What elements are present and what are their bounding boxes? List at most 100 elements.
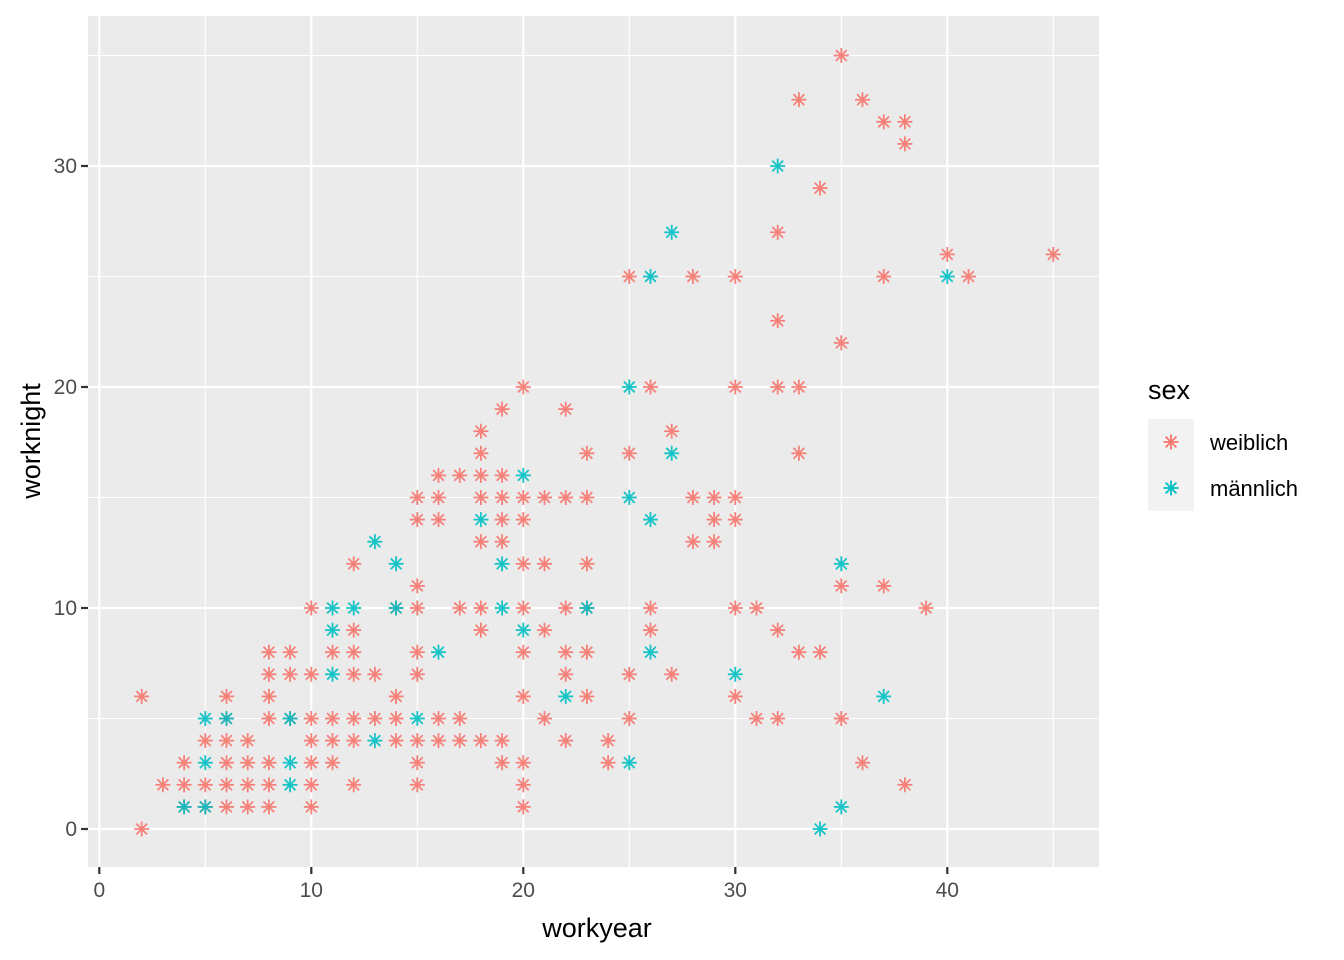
- asterisk-marker: [367, 711, 383, 726]
- asterisk-marker: [664, 224, 680, 240]
- asterisk-marker: [897, 777, 913, 793]
- asterisk-marker: [621, 269, 637, 284]
- asterisk-marker: [939, 246, 955, 262]
- asterisk-marker: [537, 490, 552, 505]
- legend-label: männlich: [1210, 476, 1298, 501]
- asterisk-marker: [706, 490, 722, 505]
- asterisk-marker: [685, 534, 701, 550]
- asterisk-marker: [197, 711, 213, 726]
- asterisk-marker: [579, 600, 595, 616]
- asterisk-marker: [770, 711, 786, 726]
- asterisk-marker: [664, 423, 680, 439]
- asterisk-marker: [452, 711, 468, 726]
- asterisk-marker: [176, 799, 192, 815]
- x-axis: 0 10 20 30 40: [93, 867, 959, 902]
- asterisk-marker: [812, 180, 828, 196]
- asterisk-marker: [515, 688, 531, 704]
- asterisk-marker: [791, 445, 807, 461]
- asterisk-marker: [727, 666, 743, 682]
- asterisk-marker: [770, 379, 786, 395]
- asterisk-marker: [346, 622, 362, 638]
- asterisk-marker: [409, 600, 425, 616]
- asterisk-marker: [219, 755, 234, 771]
- asterisk-marker: [473, 534, 489, 550]
- asterisk-marker: [473, 423, 489, 439]
- asterisk-marker: [664, 666, 680, 682]
- asterisk-marker: [431, 733, 446, 749]
- asterisk-marker: [219, 777, 234, 793]
- asterisk-marker: [515, 379, 531, 395]
- asterisk-marker: [515, 755, 531, 771]
- asterisk-marker: [600, 733, 616, 749]
- asterisk-marker: [515, 512, 531, 528]
- asterisk-marker: [855, 755, 870, 771]
- asterisk-marker: [727, 688, 743, 704]
- asterisk-marker: [1163, 434, 1179, 450]
- asterisk-marker: [346, 777, 362, 793]
- asterisk-marker: [303, 777, 319, 793]
- asterisk-marker: [558, 733, 574, 749]
- asterisk-marker: [621, 755, 637, 771]
- asterisk-marker: [727, 269, 743, 284]
- asterisk-marker: [219, 733, 234, 749]
- asterisk-marker: [770, 313, 786, 329]
- asterisk-marker: [537, 556, 552, 572]
- asterisk-marker: [388, 600, 404, 616]
- asterisk-marker: [621, 445, 637, 461]
- asterisk-marker: [303, 666, 319, 682]
- asterisk-marker: [833, 556, 849, 572]
- asterisk-marker: [452, 600, 468, 616]
- asterisk-marker: [727, 490, 743, 505]
- asterisk-marker: [579, 688, 595, 704]
- asterisk-marker: [876, 578, 892, 594]
- asterisk-marker: [558, 600, 574, 616]
- asterisk-marker: [579, 644, 595, 660]
- asterisk-marker: [494, 401, 510, 417]
- asterisk-marker: [261, 711, 277, 726]
- asterisk-marker: [388, 711, 404, 726]
- asterisk-marker: [727, 512, 743, 528]
- asterisk-marker: [282, 666, 298, 682]
- asterisk-marker: [431, 467, 446, 483]
- asterisk-marker: [219, 799, 234, 815]
- asterisk-marker: [346, 644, 362, 660]
- asterisk-marker: [240, 799, 256, 815]
- asterisk-marker: [855, 92, 870, 108]
- asterisk-marker: [431, 644, 446, 660]
- asterisk-marker: [388, 556, 404, 572]
- asterisk-marker: [558, 666, 574, 682]
- asterisk-marker: [664, 445, 680, 461]
- asterisk-marker: [409, 578, 425, 594]
- asterisk-marker: [473, 733, 489, 749]
- asterisk-marker: [600, 755, 616, 771]
- asterisk-marker: [515, 622, 531, 638]
- asterisk-marker: [325, 711, 340, 726]
- asterisk-marker: [473, 600, 489, 616]
- asterisk-marker: [685, 269, 701, 284]
- asterisk-marker: [409, 490, 425, 505]
- x-tick-label: 0: [93, 879, 105, 902]
- asterisk-marker: [1045, 246, 1061, 262]
- asterisk-marker: [261, 777, 277, 793]
- asterisk-marker: [876, 688, 892, 704]
- asterisk-marker: [515, 644, 531, 660]
- asterisk-marker: [452, 467, 468, 483]
- asterisk-marker: [770, 622, 786, 638]
- asterisk-marker: [494, 755, 510, 771]
- asterisk-marker: [325, 622, 340, 638]
- asterisk-marker: [494, 467, 510, 483]
- asterisk-marker: [749, 711, 764, 726]
- asterisk-marker: [261, 666, 277, 682]
- asterisk-marker: [134, 688, 150, 704]
- asterisk-marker: [579, 445, 595, 461]
- asterisk-marker: [494, 556, 510, 572]
- asterisk-marker: [197, 755, 213, 771]
- asterisk-marker: [643, 600, 658, 616]
- x-axis-title: workyear: [541, 913, 652, 943]
- asterisk-marker: [303, 733, 319, 749]
- asterisk-marker: [388, 733, 404, 749]
- asterisk-marker: [197, 799, 213, 815]
- asterisk-marker: [791, 644, 807, 660]
- x-tick-label: 10: [300, 879, 323, 902]
